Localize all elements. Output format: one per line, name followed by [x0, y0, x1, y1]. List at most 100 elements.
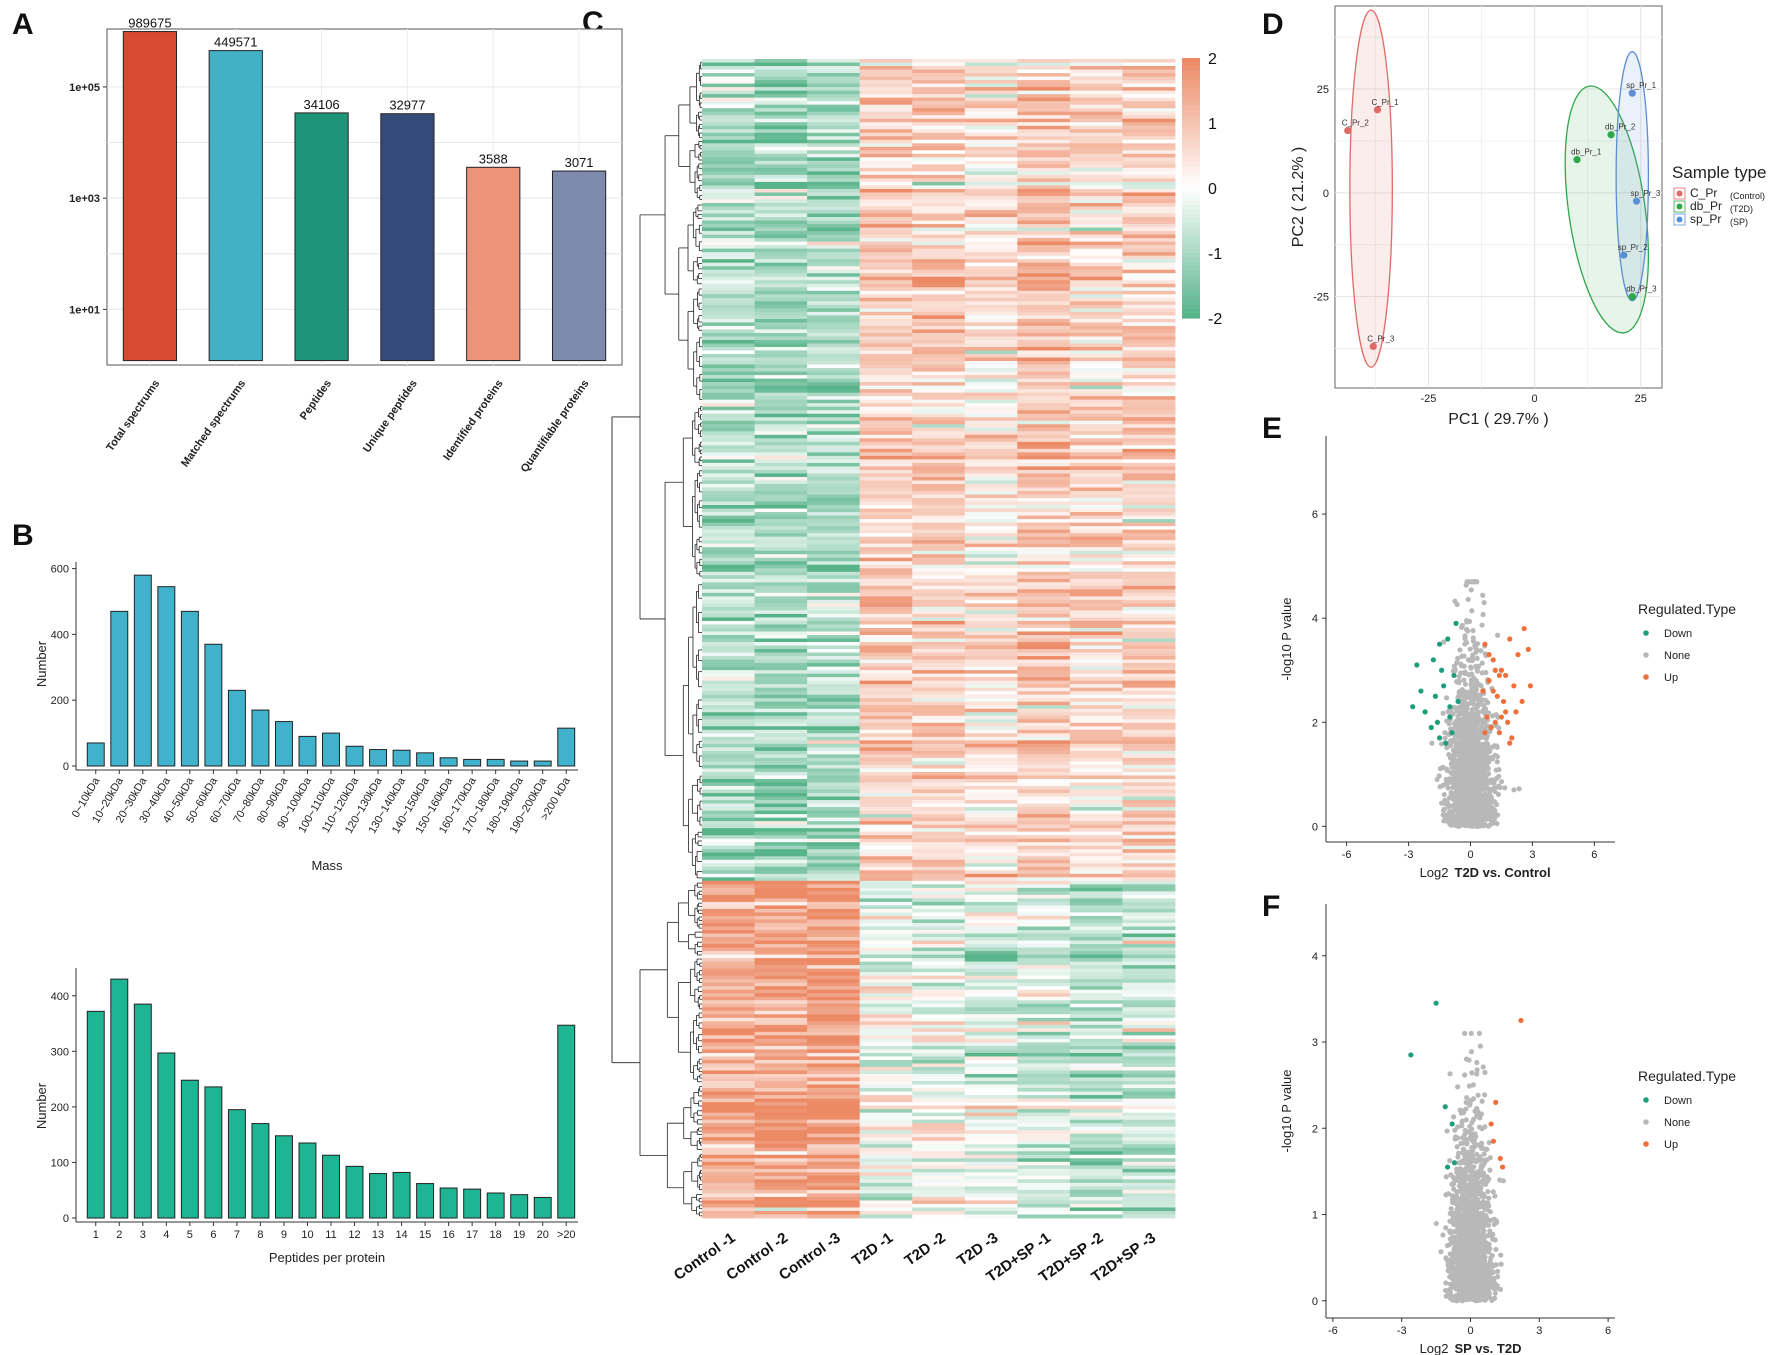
- heatmap-cell: [912, 248, 966, 253]
- heatmap-column-label: T2D -2: [901, 1229, 948, 1269]
- heatmap-cell: [964, 1095, 1018, 1099]
- heatmap-cell: [912, 1168, 966, 1173]
- heatmap-cell: [912, 448, 966, 453]
- heatmap-cell: [1122, 810, 1176, 815]
- x-tick-label: 4: [163, 1229, 169, 1241]
- heatmap-cell: [1069, 975, 1123, 980]
- heatmap-cell: [807, 835, 861, 840]
- heatmap-cell: [1017, 526, 1071, 531]
- heatmap-cell: [1122, 866, 1176, 871]
- heatmap-cell: [912, 842, 966, 847]
- heatmap-cell: [1069, 912, 1123, 917]
- heatmap-cell: [1017, 1179, 1071, 1184]
- heatmap-cell: [807, 448, 861, 453]
- volcano-point-none: [1446, 795, 1453, 801]
- heatmap-cell: [859, 199, 913, 204]
- heatmap-cell: [807, 817, 861, 822]
- heatmap-cell: [1069, 863, 1123, 868]
- heatmap-cell: [912, 1007, 966, 1012]
- heatmap-cell: [912, 469, 966, 474]
- heatmap-cell: [1017, 115, 1071, 120]
- heatmap-cell: [754, 512, 808, 516]
- heatmap-cell: [964, 290, 1018, 295]
- heatmap-cell: [754, 965, 808, 970]
- heatmap-cell: [964, 160, 1018, 165]
- heatmap-cell: [1069, 557, 1123, 562]
- heatmap-cell: [807, 782, 861, 787]
- y-tick-label: 400: [51, 991, 69, 1003]
- heatmap-cell: [1069, 606, 1123, 611]
- heatmap-cell: [754, 287, 808, 292]
- heatmap-cell: [1017, 677, 1071, 682]
- heatmap-cell: [859, 297, 913, 302]
- heatmap-cell: [754, 480, 808, 485]
- heatmap-cell: [964, 1144, 1018, 1149]
- heatmap-cell: [702, 508, 755, 513]
- heatmap-cell: [702, 526, 755, 531]
- heatmap-cell: [964, 933, 1018, 938]
- heatmap-cell: [754, 111, 808, 116]
- heatmap-cell: [859, 915, 913, 920]
- heatmap-cell: [859, 385, 913, 390]
- heatmap-cell: [859, 329, 913, 334]
- heatmap-cell: [964, 951, 1018, 955]
- heatmap-cell: [1017, 139, 1071, 144]
- heatmap-cell: [912, 887, 966, 892]
- legend-key-dot: [1676, 190, 1683, 197]
- heatmap-cell: [1069, 108, 1123, 113]
- heatmap-cell: [964, 512, 1018, 516]
- heatmap-cell: [807, 329, 861, 334]
- heatmap-cell: [1069, 793, 1123, 797]
- heatmap-cell: [859, 108, 913, 113]
- heatmap-cell: [702, 139, 755, 144]
- heatmap-cell: [754, 596, 808, 601]
- heatmap-cell: [702, 620, 755, 625]
- heatmap-cell: [807, 364, 861, 369]
- heatmap-cell: [1122, 315, 1176, 320]
- heatmap-cell: [1122, 954, 1176, 959]
- heatmap-cell: [754, 845, 808, 850]
- heatmap-cell: [754, 947, 808, 952]
- heatmap-cell: [807, 224, 861, 228]
- heatmap-cell: [964, 705, 1018, 710]
- heatmap-cell: [912, 224, 966, 228]
- heatmap-cell: [859, 378, 913, 383]
- heatmap-cell: [807, 1182, 861, 1187]
- heatmap-cell: [964, 592, 1018, 597]
- heatmap-cell: [1017, 1214, 1071, 1219]
- heatmap-cell: [1017, 448, 1071, 453]
- heatmap-cell: [912, 599, 966, 604]
- heatmap-cell: [964, 856, 1018, 861]
- y-tick-label: 0: [1323, 188, 1329, 200]
- heatmap-cell: [754, 887, 808, 892]
- heatmap-cell: [807, 315, 861, 320]
- heatmap-cell: [754, 1084, 808, 1089]
- bar-6: [551, 170, 607, 362]
- heatmap-cell: [807, 1123, 861, 1128]
- heatmap-cell: [859, 578, 913, 583]
- heatmap-cell: [754, 831, 808, 836]
- heatmap-cell: [807, 473, 861, 478]
- heatmap-cell: [754, 1200, 808, 1205]
- heatmap-cell: [1069, 1038, 1123, 1043]
- heatmap-cell: [964, 434, 1018, 439]
- heatmap-cell: [1017, 1007, 1071, 1012]
- heatmap-cell: [702, 873, 755, 878]
- heatmap-cell: [1069, 111, 1123, 116]
- heatmap-cell: [1122, 269, 1176, 274]
- heatmap-cell: [754, 413, 808, 418]
- heatmap-cell: [1017, 571, 1071, 576]
- heatmap-cell: [702, 1179, 755, 1184]
- heatmap-cell: [964, 1193, 1018, 1198]
- heatmap-cell: [964, 564, 1018, 569]
- heatmap-cell: [807, 986, 861, 991]
- heatmap-cell: [754, 1207, 808, 1212]
- bar-value-label: 449571: [214, 35, 257, 50]
- heatmap-cell: [702, 866, 755, 871]
- heatmap-cell: [1122, 217, 1176, 221]
- heatmap-cell: [702, 656, 755, 660]
- heatmap-cell: [754, 684, 808, 689]
- heatmap-cell: [1122, 413, 1176, 418]
- heatmap-cell: [754, 1116, 808, 1121]
- heatmap-cell: [1017, 726, 1071, 731]
